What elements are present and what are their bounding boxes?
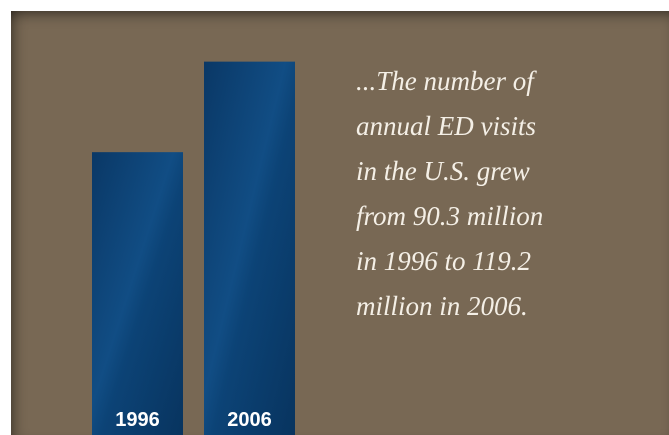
bar-1996	[92, 152, 183, 435]
caption-text: ...The number of annual ED visits in the…	[356, 59, 656, 329]
bar-2006	[204, 61, 295, 435]
caption-line-1: ...The number of	[356, 66, 534, 96]
chart-panel: 1996 2006 ...The number of annual ED visi…	[11, 11, 669, 435]
caption-line-3: in the U.S. grew	[356, 156, 530, 186]
bar-label-1996: 1996	[115, 409, 160, 431]
caption-line-2: annual ED visits	[356, 111, 536, 141]
caption-line-6: million in 2006.	[356, 291, 528, 321]
bar-chart: 1996 2006	[92, 61, 295, 435]
bar-label-2006: 2006	[227, 409, 272, 431]
caption-line-4: from 90.3 million	[356, 201, 544, 231]
caption-line-5: in 1996 to 119.2	[356, 246, 531, 276]
